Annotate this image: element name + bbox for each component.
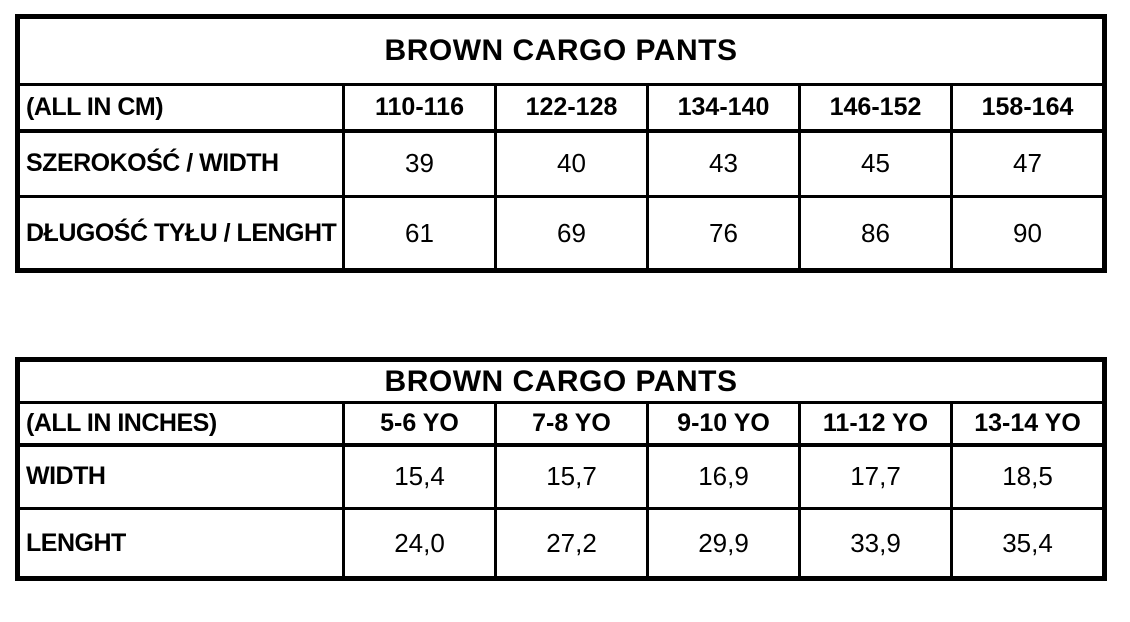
unit-label-inches: (ALL IN INCHES): [16, 401, 345, 447]
row-label-length-cm: DŁUGOŚĆ TYŁU / LENGHT: [16, 195, 345, 272]
size-table-inches: BROWN CARGO PANTS (ALL IN INCHES) 5-6 YO…: [15, 357, 1107, 581]
table-row-length-cm: DŁUGOŚĆ TYŁU / LENGHT 61 69 76 86 90: [16, 195, 1106, 272]
size-value-cell: 40: [494, 129, 649, 198]
size-value-cell: 24,0: [342, 507, 497, 580]
size-column-header: 122-128: [494, 83, 649, 133]
age-column-header: 13-14 YO: [950, 401, 1106, 447]
table-row-width-inches: WIDTH 15,4 15,7 16,9 17,7 18,5: [16, 443, 1106, 510]
size-value-cell: 16,9: [646, 443, 801, 510]
table-row-width-cm: SZEROKOŚĆ / WIDTH 39 40 43 45 47: [16, 129, 1106, 198]
size-value-cell: 17,7: [798, 443, 953, 510]
row-label-width-inches: WIDTH: [16, 443, 345, 510]
size-column-header: 110-116: [342, 83, 497, 133]
size-value-cell: 76: [646, 195, 801, 272]
age-column-header: 11-12 YO: [798, 401, 953, 447]
size-value-cell: 43: [646, 129, 801, 198]
age-column-header: 7-8 YO: [494, 401, 649, 447]
table-title-cm: BROWN CARGO PANTS: [16, 15, 1106, 86]
size-value-cell: 90: [950, 195, 1106, 272]
size-value-cell: 69: [494, 195, 649, 272]
row-label-width-cm: SZEROKOŚĆ / WIDTH: [16, 129, 345, 198]
size-value-cell: 15,4: [342, 443, 497, 510]
size-value-cell: 18,5: [950, 443, 1106, 510]
age-column-header: 9-10 YO: [646, 401, 801, 447]
size-value-cell: 47: [950, 129, 1106, 198]
size-value-cell: 45: [798, 129, 953, 198]
size-value-cell: 61: [342, 195, 497, 272]
size-table-cm: BROWN CARGO PANTS (ALL IN CM) 110-116 12…: [15, 14, 1107, 273]
size-value-cell: 15,7: [494, 443, 649, 510]
size-column-header: 158-164: [950, 83, 1106, 133]
table-row-length-inches: LENGHT 24,0 27,2 29,9 33,9 35,4: [16, 507, 1106, 580]
age-column-header: 5-6 YO: [342, 401, 497, 447]
size-value-cell: 29,9: [646, 507, 801, 580]
table-title-inches: BROWN CARGO PANTS: [16, 358, 1106, 404]
size-column-header: 146-152: [798, 83, 953, 133]
header-row-cm: (ALL IN CM) 110-116 122-128 134-140 146-…: [16, 83, 1106, 133]
row-label-length-inches: LENGHT: [16, 507, 345, 580]
size-column-header: 134-140: [646, 83, 801, 133]
unit-label-cm: (ALL IN CM): [16, 83, 345, 133]
size-value-cell: 35,4: [950, 507, 1106, 580]
size-value-cell: 33,9: [798, 507, 953, 580]
size-value-cell: 86: [798, 195, 953, 272]
size-value-cell: 39: [342, 129, 497, 198]
size-value-cell: 27,2: [494, 507, 649, 580]
header-row-inches: (ALL IN INCHES) 5-6 YO 7-8 YO 9-10 YO 11…: [16, 401, 1106, 447]
